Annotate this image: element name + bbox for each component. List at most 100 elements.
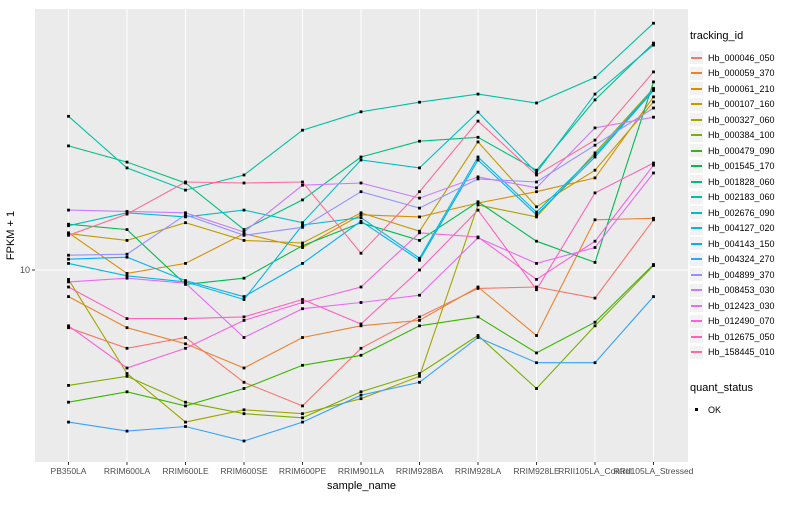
- data-point: [593, 151, 597, 155]
- legend-line-icon: [691, 149, 702, 152]
- quant-status-legend: quant_status OK: [690, 382, 798, 418]
- data-point: [418, 315, 421, 319]
- data-point: [359, 393, 363, 397]
- x-tick-label: RRIM901LA: [338, 466, 385, 476]
- data-point: [593, 218, 597, 222]
- data-point: [301, 363, 304, 367]
- data-point: [418, 196, 421, 200]
- data-point: [301, 307, 304, 311]
- legend-label: Hb_012423_030: [708, 300, 775, 311]
- data-point: [242, 233, 246, 237]
- data-point: [359, 110, 363, 114]
- data-point: [593, 361, 597, 365]
- legend-line-icon: [691, 335, 702, 338]
- data-point: [535, 213, 538, 217]
- data-point: [67, 280, 70, 284]
- data-point: [359, 353, 363, 357]
- legend-label: Hb_002183_060: [708, 192, 775, 203]
- data-point: [593, 176, 597, 180]
- legend-line-icon: [691, 196, 702, 199]
- data-point: [242, 173, 246, 177]
- data-point: [418, 229, 421, 233]
- data-point: [418, 100, 421, 104]
- data-point: [535, 285, 538, 289]
- data-point: [67, 400, 70, 404]
- legend-label: Hb_012675_050: [708, 331, 775, 342]
- data-point: [242, 439, 246, 443]
- legend-key-swatch: [690, 314, 703, 328]
- data-point: [535, 180, 538, 184]
- data-point: [125, 372, 129, 375]
- data-point: [476, 92, 480, 96]
- x-axis-title: sample_name: [327, 480, 396, 492]
- data-point: [242, 230, 246, 234]
- legend-entry-Hb_002183_060: Hb_002183_060: [690, 190, 798, 206]
- data-point: [652, 100, 655, 104]
- data-point: [535, 171, 538, 174]
- legend-entry-Hb_000107_160: Hb_000107_160: [690, 97, 798, 113]
- data-point: [652, 95, 655, 99]
- data-point: [652, 216, 655, 220]
- legend-entry-Hb_000327_060: Hb_000327_060: [690, 112, 798, 128]
- data-point: [652, 80, 655, 84]
- data-point: [184, 221, 187, 225]
- data-point: [301, 420, 304, 424]
- legend-line-icon: [691, 227, 702, 230]
- data-point: [184, 281, 187, 285]
- data-point: [301, 301, 304, 304]
- x-tick-label: RRIM928BA: [396, 466, 444, 476]
- legend-label: Hb_004324_270: [708, 254, 775, 265]
- data-point: [535, 101, 538, 105]
- data-point: [359, 324, 363, 328]
- legend-label: Hb_012490_070: [708, 316, 775, 327]
- legend-entry-Hb_001545_170: Hb_001545_170: [690, 159, 798, 175]
- data-point: [652, 295, 655, 298]
- data-point: [242, 228, 246, 231]
- data-point: [242, 366, 246, 370]
- legend-label: Hb_158445_010: [708, 347, 775, 358]
- legend-entry-Hb_000479_090: Hb_000479_090: [690, 143, 798, 159]
- data-point: [593, 126, 597, 130]
- legend-key-swatch: [690, 159, 703, 173]
- data-point: [242, 319, 246, 322]
- data-point: [359, 397, 363, 401]
- data-point: [593, 153, 597, 157]
- data-point: [67, 208, 70, 212]
- data-point: [652, 115, 655, 119]
- data-point: [125, 326, 129, 330]
- data-point: [359, 301, 363, 304]
- legend-line-icon: [691, 242, 702, 245]
- legend-title-tracking-id: tracking_id: [690, 30, 744, 42]
- legend-entry-Hb_004324_270: Hb_004324_270: [690, 252, 798, 268]
- data-point: [67, 384, 70, 387]
- data-point: [242, 181, 246, 185]
- legend-line-icon: [691, 165, 702, 168]
- data-point: [67, 262, 70, 265]
- data-point: [67, 233, 70, 237]
- data-point: [418, 239, 421, 242]
- data-point: [301, 223, 304, 227]
- data-point: [593, 155, 597, 159]
- x-tick-label: PB350LA: [51, 466, 87, 476]
- data-point: [593, 143, 597, 147]
- legend-key-swatch: [690, 97, 703, 111]
- data-point: [184, 215, 187, 219]
- data-point: [593, 92, 597, 96]
- data-point: [476, 155, 480, 159]
- data-point: [418, 324, 421, 328]
- data-point: [301, 298, 304, 301]
- data-point: [593, 168, 597, 172]
- data-point: [476, 135, 480, 139]
- data-point: [184, 213, 187, 217]
- data-point: [184, 262, 187, 265]
- legend-key-swatch: [690, 283, 703, 297]
- legend-key-swatch: [690, 268, 703, 282]
- legend-label: Hb_000327_060: [708, 114, 775, 125]
- x-tick-label: RRIM600SE: [220, 466, 268, 476]
- legend-entry-Hb_000384_100: Hb_000384_100: [690, 128, 798, 144]
- data-point: [242, 412, 246, 416]
- legend-label: Hb_004899_370: [708, 269, 775, 280]
- data-point: [652, 43, 655, 47]
- data-point: [67, 224, 70, 228]
- data-point: [476, 336, 480, 339]
